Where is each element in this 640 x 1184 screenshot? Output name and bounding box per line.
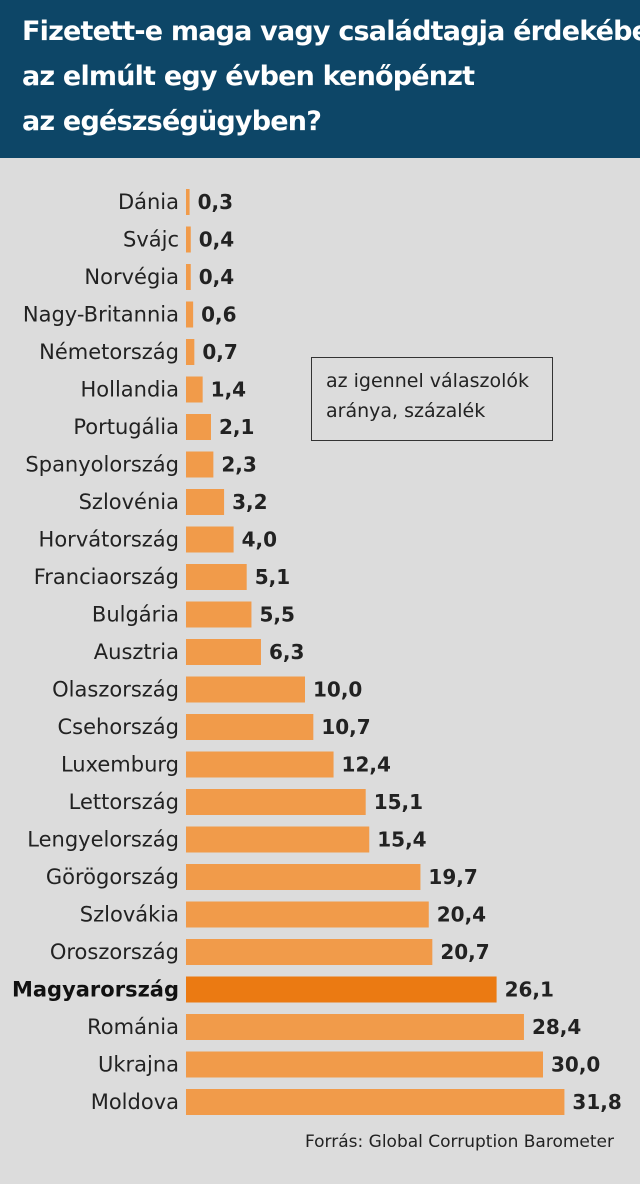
value-label: 5,1	[255, 565, 290, 589]
value-label: 15,4	[377, 828, 426, 852]
value-label: 12,4	[342, 753, 391, 777]
bar	[186, 714, 314, 740]
bar	[186, 826, 370, 853]
value-label: 10,0	[313, 678, 362, 702]
category-label: Moldova	[91, 1090, 179, 1114]
value-label: 5,5	[259, 603, 294, 627]
value-label: 0,4	[199, 228, 234, 252]
category-label: Ukrajna	[98, 1053, 179, 1077]
bar	[186, 901, 429, 928]
value-label: 2,1	[219, 415, 254, 439]
category-label: Luxemburg	[61, 753, 179, 777]
category-label: Lengyelország	[27, 828, 179, 852]
category-label: Szlovákia	[80, 903, 179, 927]
category-label: Lettország	[69, 790, 179, 814]
value-label: 20,7	[440, 940, 489, 964]
value-label: 26,1	[505, 978, 554, 1002]
bar	[186, 601, 252, 628]
category-label: Hollandia	[80, 378, 179, 402]
header: Fizetett-e maga vagy családtagja érdekéb…	[0, 0, 640, 158]
bar	[186, 301, 194, 328]
category-label: Ausztria	[94, 640, 179, 664]
bar	[186, 226, 191, 253]
legend-line-2: aránya, százalék	[326, 400, 486, 422]
bar	[186, 189, 190, 215]
category-label: Magyarország	[12, 978, 179, 1002]
bar	[186, 339, 195, 365]
bar	[186, 939, 433, 965]
bar	[186, 564, 247, 590]
category-label: Nagy-Britannia	[23, 303, 179, 327]
category-label: Olaszország	[52, 678, 179, 702]
value-label: 20,4	[437, 903, 486, 927]
category-label: Franciaország	[34, 565, 179, 589]
category-label: Norvégia	[84, 265, 179, 289]
value-label: 0,4	[199, 265, 234, 289]
category-label: Görögország	[46, 865, 179, 889]
bar	[186, 639, 261, 665]
bar	[186, 676, 305, 703]
category-label: Románia	[87, 1015, 179, 1039]
value-label: 3,2	[232, 490, 267, 514]
bar	[186, 451, 214, 478]
value-label: 2,3	[221, 453, 256, 477]
bar	[186, 526, 234, 553]
value-label: 10,7	[321, 715, 370, 739]
value-label: 19,7	[428, 865, 477, 889]
bar	[186, 864, 421, 890]
bar	[186, 376, 203, 403]
value-label: 0,3	[198, 190, 233, 214]
bar	[186, 976, 497, 1003]
category-label: Oroszország	[50, 940, 179, 964]
legend-box: az igennel válaszolók aránya, százalék	[311, 357, 553, 441]
category-label: Svájc	[123, 228, 179, 252]
value-label: 15,1	[374, 790, 423, 814]
value-label: 30,0	[551, 1053, 600, 1077]
title-line-2: az elmúlt egy évben kenőpénzt	[22, 61, 475, 92]
bar	[186, 489, 225, 515]
value-label: 0,7	[202, 340, 237, 364]
title-line-3: az egészségügyben?	[22, 106, 322, 137]
bar-chart: Dánia 0,3 Svájc 0,4 Norvégia 0,4 Nagy-Britanni…	[12, 189, 622, 1115]
category-label: Portugália	[73, 415, 179, 439]
bar	[186, 414, 211, 440]
category-label: Spanyolország	[25, 453, 179, 477]
bar	[186, 1014, 524, 1040]
category-label: Bulgária	[92, 603, 179, 627]
category-label: Csehország	[58, 715, 179, 739]
category-label: Szlovénia	[79, 490, 179, 514]
value-label: 1,4	[211, 378, 246, 402]
bar	[186, 789, 366, 815]
value-label: 31,8	[572, 1090, 621, 1114]
title-line-1: Fizetett-e maga vagy családtagja érdekéb…	[22, 16, 640, 47]
value-label: 6,3	[269, 640, 304, 664]
value-label: 4,0	[242, 528, 277, 552]
category-label: Horvátország	[39, 528, 179, 552]
bar	[186, 751, 334, 778]
source-note: Forrás: Global Corruption Barometer	[304, 1132, 614, 1152]
bar	[186, 1051, 543, 1078]
category-label: Dánia	[118, 190, 179, 214]
category-label: Németország	[39, 340, 179, 364]
bar	[186, 1089, 565, 1115]
value-label: 0,6	[201, 303, 236, 327]
bar	[186, 264, 191, 290]
value-label: 28,4	[532, 1015, 581, 1039]
legend-line-1: az igennel válaszolók	[326, 370, 529, 392]
